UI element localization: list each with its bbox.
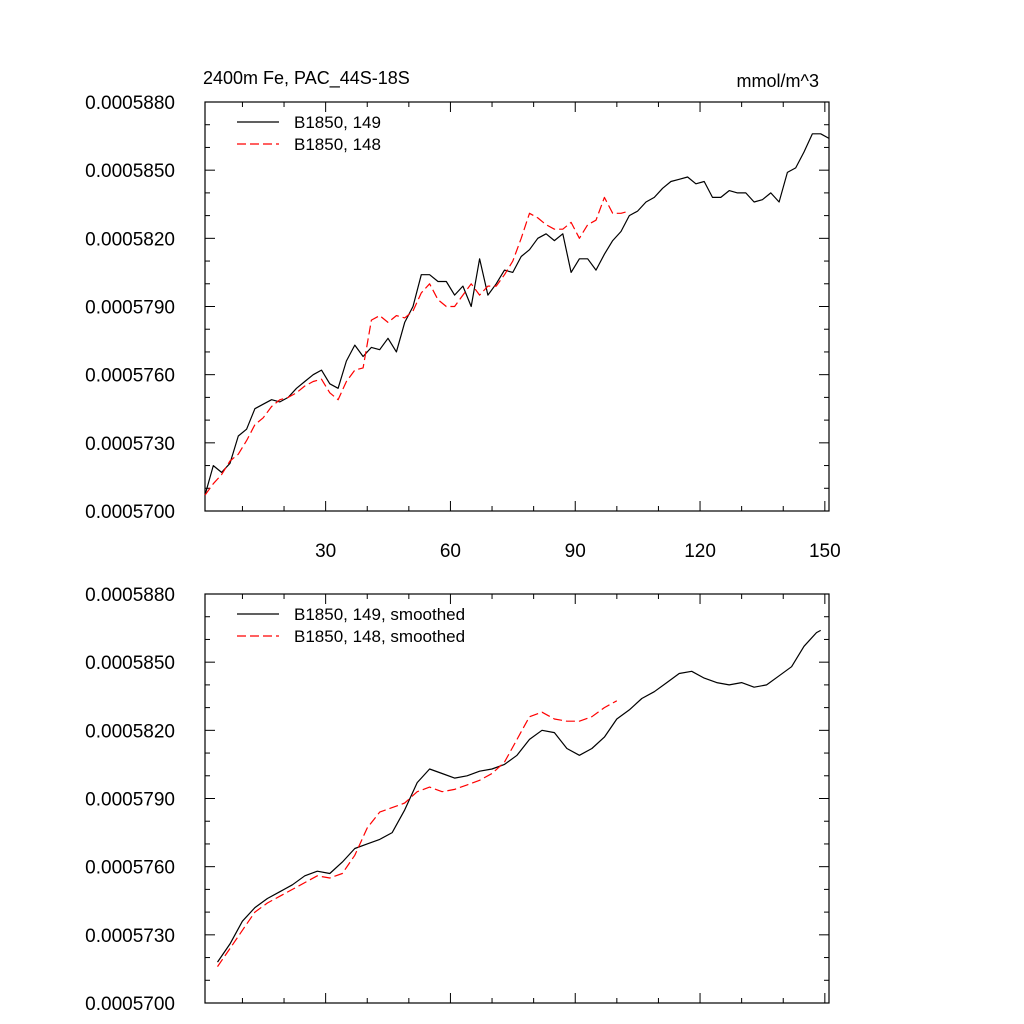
series-line-red [204,196,630,496]
y-tick-label: 0.0005850 [85,161,175,182]
y-tick-label: 0.0005850 [85,653,175,674]
x-tick-label: 30 [315,541,336,562]
top-panel: 2400m Fe, PAC_44S-18S mmol/m^3 0.0005700… [85,68,841,562]
x-tick-label: 120 [684,541,716,562]
units-label: mmol/m^3 [737,71,819,91]
series-line-black [217,629,821,963]
x-tick-label: 90 [565,541,586,562]
y-tick-label: 0.0005790 [85,298,175,319]
y-tick-label: 0.0005820 [85,721,175,742]
plot-frame [204,593,830,1004]
y-tick-label: 0.0005820 [85,229,175,250]
x-tick-label: 150 [809,541,841,562]
x-tick-label: 60 [440,541,461,562]
y-tick-label: 0.0005760 [85,366,175,387]
series-line-black [204,133,830,496]
y-tick-label: 0.0005880 [85,93,175,114]
bottom-panel: 0.0005700 0.0005730 0.0005760 0.0005790 0.00… [85,585,830,1015]
series-line-red [217,700,618,967]
y-tick-label: 0.0005760 [85,858,175,879]
y-tick-label: 0.0005730 [85,926,175,947]
plot-frame [204,101,830,512]
y-tick-label: 0.0005730 [85,434,175,455]
plot-title: 2400m Fe, PAC_44S-18S [203,68,410,89]
y-tick-label: 0.0005700 [85,502,175,523]
legend-label: B1850, 149 [294,113,381,132]
y-tick-label: 0.0005790 [85,790,175,811]
legend-label: B1850, 149, smoothed [294,605,465,624]
y-tick-label: 0.0005700 [85,994,175,1015]
y-tick-label: 0.0005880 [85,585,175,606]
legend-label: B1850, 148 [294,135,381,154]
legend-label: B1850, 148, smoothed [294,627,465,646]
